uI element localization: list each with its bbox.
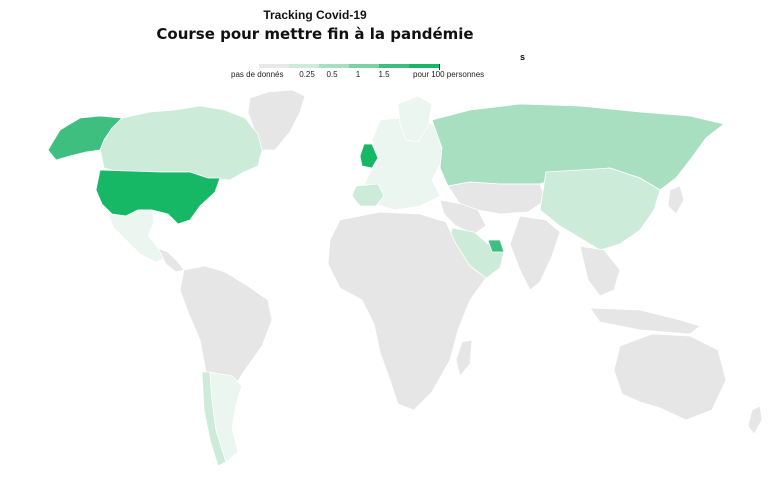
legend-unit-label: pour 100 personnes [413,70,485,79]
country-indonesia [589,307,701,335]
country-uk [359,143,379,169]
stray-label: s [520,52,526,62]
country-uae [487,239,505,253]
country-scandinavia [397,95,433,143]
country-southeast-asia [579,245,621,297]
country-argentina [209,371,243,463]
legend-swatch-2 [349,64,379,68]
country-mexico [107,209,167,263]
country-australia [613,333,727,421]
country-greenland [247,89,306,151]
country-india [509,215,561,291]
country-new-zealand [747,405,763,435]
legend-swatch-1 [319,64,349,68]
legend-tick-1: 0.5 [326,70,338,79]
map-subtitle: Course pour mettre fin à la pandémie [156,25,474,43]
legend-swatch-no-data [259,64,289,68]
legend-tick-0: 0.25 [299,70,315,79]
country-japan [667,185,685,215]
legend-no-data-label: pas de donnés [231,70,284,79]
country-middle-east [439,199,487,235]
country-iberia [351,183,385,207]
legend-tick-3: 1.5 [378,70,390,79]
legend-swatch-3 [379,64,409,68]
legend-swatch-4 [409,64,439,68]
country-alaska [47,115,123,161]
country-madagascar [455,339,473,377]
country-usa [95,169,221,225]
country-china [539,167,661,251]
legend-end-separator [439,64,440,70]
country-africa [327,211,487,411]
map-title: Tracking Covid-19 [263,8,367,22]
country-canada [99,105,263,181]
legend-swatch-0 [289,64,319,68]
legend: pas de donnés 0.25 0.5 1 1.5 pour 100 pe… [231,64,501,86]
legend-tick-2: 1 [355,70,361,79]
